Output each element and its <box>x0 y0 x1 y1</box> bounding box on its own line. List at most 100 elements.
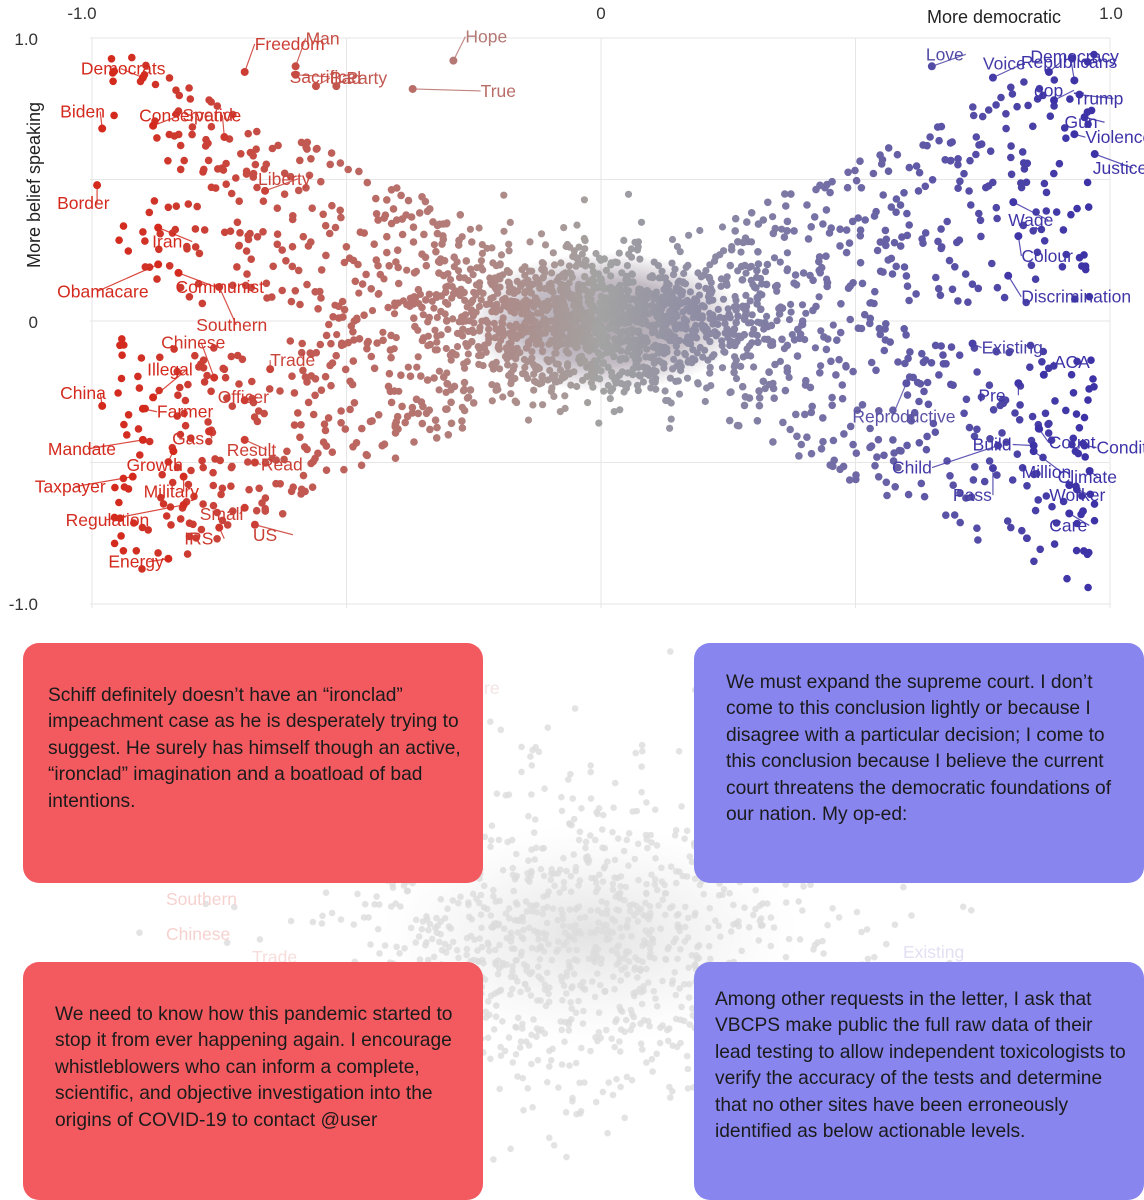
data-point <box>399 297 407 305</box>
data-point <box>973 524 981 532</box>
data-point <box>685 231 693 239</box>
data-point <box>363 178 372 187</box>
word-label-party: Party <box>346 68 387 88</box>
data-point <box>683 374 692 382</box>
data-point <box>325 229 334 238</box>
faded-point <box>497 1043 504 1051</box>
faded-point <box>576 828 584 836</box>
faded-point <box>538 1026 545 1033</box>
data-point <box>159 500 168 508</box>
data-point <box>205 437 213 446</box>
data-point <box>810 213 819 221</box>
data-point <box>186 95 195 103</box>
data-point <box>312 348 321 357</box>
data-point <box>627 310 635 318</box>
data-point <box>783 341 792 350</box>
data-point <box>898 233 906 241</box>
data-point <box>835 355 843 364</box>
data-point <box>1085 292 1094 301</box>
faded-point <box>412 939 420 946</box>
faded-point <box>594 970 601 977</box>
faded-label: Chinese <box>166 924 230 944</box>
data-point <box>164 157 172 165</box>
data-point <box>244 458 252 466</box>
data-point <box>417 398 426 406</box>
faded-point <box>688 952 696 959</box>
data-point <box>372 210 381 218</box>
data-point <box>539 347 547 355</box>
faded-point <box>494 970 502 978</box>
data-point <box>273 240 282 249</box>
data-point <box>251 160 260 169</box>
data-point <box>512 333 521 341</box>
faded-point <box>579 978 587 986</box>
leader-line-republicans <box>1048 61 1062 73</box>
data-point <box>900 263 909 271</box>
data-point <box>716 251 724 259</box>
data-point <box>828 393 836 402</box>
faded-point <box>540 844 548 852</box>
data-point <box>595 419 603 427</box>
data-point <box>233 263 241 271</box>
data-point <box>707 289 715 297</box>
faded-point <box>570 970 578 978</box>
data-point <box>822 252 830 260</box>
data-point <box>873 246 882 255</box>
leader-line-bad <box>315 77 331 87</box>
data-point <box>992 203 1001 212</box>
faded-point <box>575 903 583 910</box>
data-point <box>204 139 212 148</box>
data-point <box>648 370 656 378</box>
data-point <box>1090 50 1098 59</box>
data-point <box>915 397 923 406</box>
data-point <box>470 288 478 296</box>
data-point <box>118 335 126 343</box>
data-point <box>190 492 198 501</box>
data-point <box>817 362 825 370</box>
data-point <box>296 300 304 309</box>
data-point <box>475 224 483 232</box>
data-point <box>328 448 337 457</box>
faded-point <box>601 863 609 870</box>
data-point <box>588 288 596 296</box>
data-point <box>261 494 270 502</box>
faded-point <box>465 899 472 906</box>
data-point <box>1055 159 1064 168</box>
data-point <box>954 297 962 305</box>
data-point <box>326 160 335 169</box>
data-point <box>1058 263 1067 271</box>
data-point <box>411 322 419 331</box>
data-point <box>352 439 361 447</box>
data-point <box>367 352 376 361</box>
data-point <box>415 300 423 308</box>
faded-point <box>543 969 551 976</box>
leader-line-colour <box>1017 236 1022 257</box>
data-point <box>793 432 801 441</box>
data-point <box>759 377 768 386</box>
faded-point <box>493 1002 500 1009</box>
data-point <box>633 381 642 389</box>
data-point <box>150 197 159 205</box>
data-point <box>439 373 448 381</box>
faded-point <box>318 920 326 927</box>
data-point <box>669 271 678 279</box>
data-point <box>960 409 968 418</box>
word-label-true: True <box>481 81 516 101</box>
data-point <box>947 343 956 351</box>
data-point <box>286 337 295 345</box>
data-point <box>141 237 149 245</box>
data-point <box>220 228 229 237</box>
faded-point <box>361 900 369 908</box>
faded-point <box>393 943 400 951</box>
data-point <box>138 565 146 573</box>
faded-point <box>415 933 423 940</box>
data-point <box>1090 516 1099 525</box>
faded-point <box>621 1114 628 1122</box>
faded-point <box>622 883 630 891</box>
leader-line-officer <box>244 396 258 401</box>
faded-point <box>661 911 669 919</box>
data-point <box>409 238 418 246</box>
data-point <box>817 445 826 453</box>
data-point <box>156 229 164 238</box>
